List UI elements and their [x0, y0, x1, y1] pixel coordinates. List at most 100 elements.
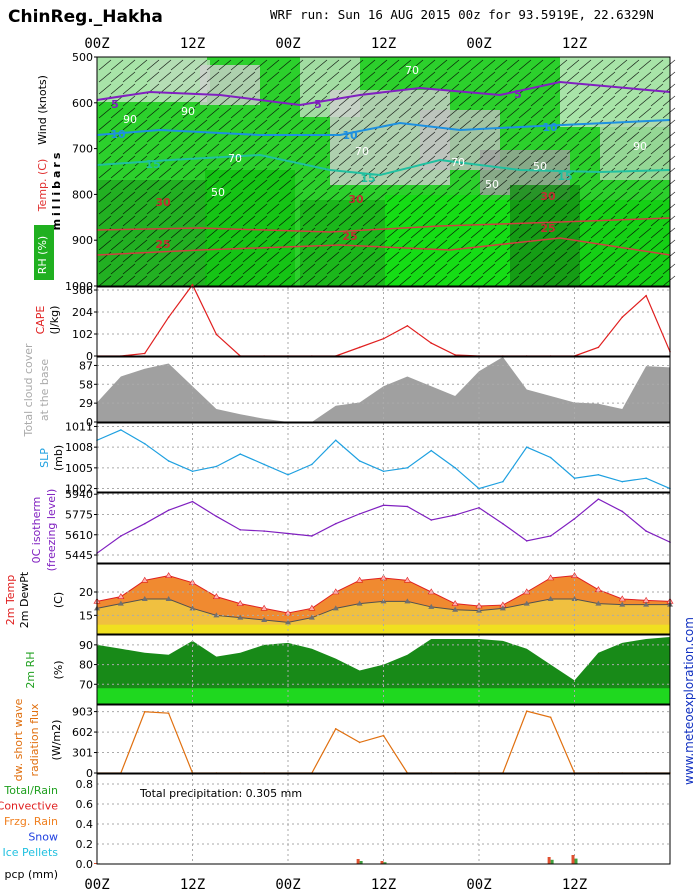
wind-barb: [518, 155, 532, 167]
wind-barb: [350, 203, 364, 215]
wind-barb: [374, 191, 388, 203]
wind-barb: [542, 95, 556, 107]
wind-barb: [638, 179, 652, 191]
wind-barb: [530, 203, 544, 215]
wind-barb: [506, 107, 520, 119]
wind-barb: [314, 131, 328, 143]
wind-barb: [158, 167, 172, 179]
wind-barb: [614, 191, 628, 203]
wind-barb: [578, 239, 592, 251]
data-point: [430, 342, 433, 344]
wind-barb: [410, 275, 424, 287]
wind-barb: [554, 239, 568, 251]
wind-barb: [170, 251, 184, 263]
wind-barb: [302, 143, 316, 155]
side-label: Wind (knots): [36, 75, 49, 145]
y-tick-label: 0.2: [76, 838, 94, 851]
wind-barb: [482, 71, 496, 83]
series-line: [96, 498, 671, 554]
wind-barb: [290, 167, 304, 179]
y-tick-label: 1008: [65, 441, 93, 454]
wind-barb: [350, 107, 364, 119]
wind-barb: [626, 131, 640, 143]
wind-barb: [290, 59, 304, 71]
wind-barb: [98, 215, 112, 227]
wind-barb: [434, 131, 448, 143]
wind-barb: [494, 203, 508, 215]
wind-barb: [650, 191, 664, 203]
wind-barb: [110, 239, 124, 251]
temp-marker: [618, 595, 626, 602]
wind-barb: [554, 155, 568, 167]
wind-barb: [398, 119, 412, 131]
wind-barb: [362, 191, 376, 203]
side-label: Temp. (C): [36, 159, 49, 213]
wind-barb: [242, 203, 256, 215]
pressure-tick: 900: [72, 234, 93, 247]
wind-barb: [470, 203, 484, 215]
wind-barb: [362, 83, 376, 95]
wind-barb: [434, 59, 448, 71]
time-label-top: 00Z: [275, 36, 300, 52]
wind-barb: [434, 263, 448, 275]
wind-barb: [182, 71, 196, 83]
dewpoint-marker: [308, 614, 315, 620]
wind-barb: [482, 251, 496, 263]
wind-barb: [206, 191, 220, 203]
wind-barb: [650, 107, 664, 119]
dewpoint-marker: [571, 596, 578, 601]
wind-barb: [410, 107, 424, 119]
wind-barb: [374, 143, 388, 155]
wind-barb: [626, 167, 640, 179]
wind-barb: [326, 215, 340, 227]
wind-barb: [650, 155, 664, 167]
wind-barb: [350, 95, 364, 107]
wind-barb: [422, 95, 436, 107]
wind-barb: [254, 143, 268, 155]
wind-barb: [494, 263, 508, 275]
wind-barb: [242, 59, 256, 71]
wind-barb: [110, 107, 124, 119]
y-tick-label: 306: [72, 284, 93, 297]
wind-barb: [626, 107, 640, 119]
wind-barb: [242, 143, 256, 155]
dewpoint-marker: [547, 596, 554, 601]
wind-barb: [566, 143, 580, 155]
wind-barb: [170, 215, 184, 227]
isotach-line: [96, 119, 671, 136]
time-label-top: 12Z: [371, 36, 396, 52]
wind-barb: [314, 143, 328, 155]
wind-barb: [374, 155, 388, 167]
panel-frame: [96, 634, 671, 705]
wind-barb: [530, 95, 544, 107]
data-point: [478, 487, 480, 490]
wind-barb: [554, 167, 568, 179]
wind-barb: [662, 215, 676, 227]
wind-barb: [326, 131, 340, 143]
wind-barb: [266, 191, 280, 203]
wind-barb: [254, 191, 268, 203]
rh-shade: [385, 195, 510, 286]
wind-barb: [602, 131, 616, 143]
wind-barb: [350, 131, 364, 143]
wind-barb: [386, 167, 400, 179]
wind-barb: [578, 191, 592, 203]
wind-barb: [566, 95, 580, 107]
wind-barb: [530, 215, 544, 227]
wind-barb: [422, 107, 436, 119]
series-line: [97, 283, 671, 357]
y-tick-label: 301: [72, 747, 93, 760]
wind-barb: [194, 239, 208, 251]
wind-barb: [434, 95, 448, 107]
wind-barb: [458, 155, 472, 167]
wind-barb: [278, 59, 292, 71]
wind-barb: [446, 263, 460, 275]
y-axis-label: radiation flux: [28, 703, 41, 777]
wind-barb: [338, 263, 352, 275]
wind-barb: [218, 71, 232, 83]
wind-barb: [590, 155, 604, 167]
wind-barb: [566, 203, 580, 215]
data-point: [334, 522, 337, 525]
wind-barb: [110, 215, 124, 227]
wind-barb: [434, 227, 448, 239]
